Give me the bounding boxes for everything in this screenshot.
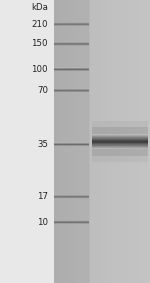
Bar [92, 138, 148, 139]
Text: 100: 100 [32, 65, 48, 74]
Bar [92, 148, 148, 149]
Text: 150: 150 [32, 39, 48, 48]
Bar [92, 142, 148, 143]
Bar [92, 134, 148, 135]
Bar [92, 142, 148, 143]
Bar [92, 149, 148, 162]
Bar [92, 139, 148, 140]
Bar [92, 144, 148, 145]
Bar [92, 136, 148, 137]
Bar [92, 147, 148, 148]
Bar [92, 145, 148, 146]
Bar [92, 137, 148, 138]
Bar [92, 143, 148, 144]
Bar [92, 141, 148, 142]
Bar [92, 136, 148, 137]
Bar [92, 141, 148, 142]
Bar [92, 139, 148, 140]
Bar [92, 127, 148, 134]
Text: 17: 17 [37, 192, 48, 201]
Bar [92, 147, 148, 148]
Bar [92, 134, 148, 135]
Text: kDa: kDa [31, 3, 48, 12]
Bar [92, 135, 148, 136]
Bar [92, 144, 148, 145]
Bar [92, 121, 148, 134]
Bar [92, 140, 148, 141]
Text: 70: 70 [37, 86, 48, 95]
Bar [92, 146, 148, 147]
Bar [92, 140, 148, 141]
Text: 35: 35 [37, 140, 48, 149]
Text: 10: 10 [37, 218, 48, 227]
Text: 210: 210 [32, 20, 48, 29]
Bar [92, 135, 148, 136]
Bar [92, 145, 148, 146]
Bar [92, 146, 148, 147]
Bar [92, 149, 148, 156]
